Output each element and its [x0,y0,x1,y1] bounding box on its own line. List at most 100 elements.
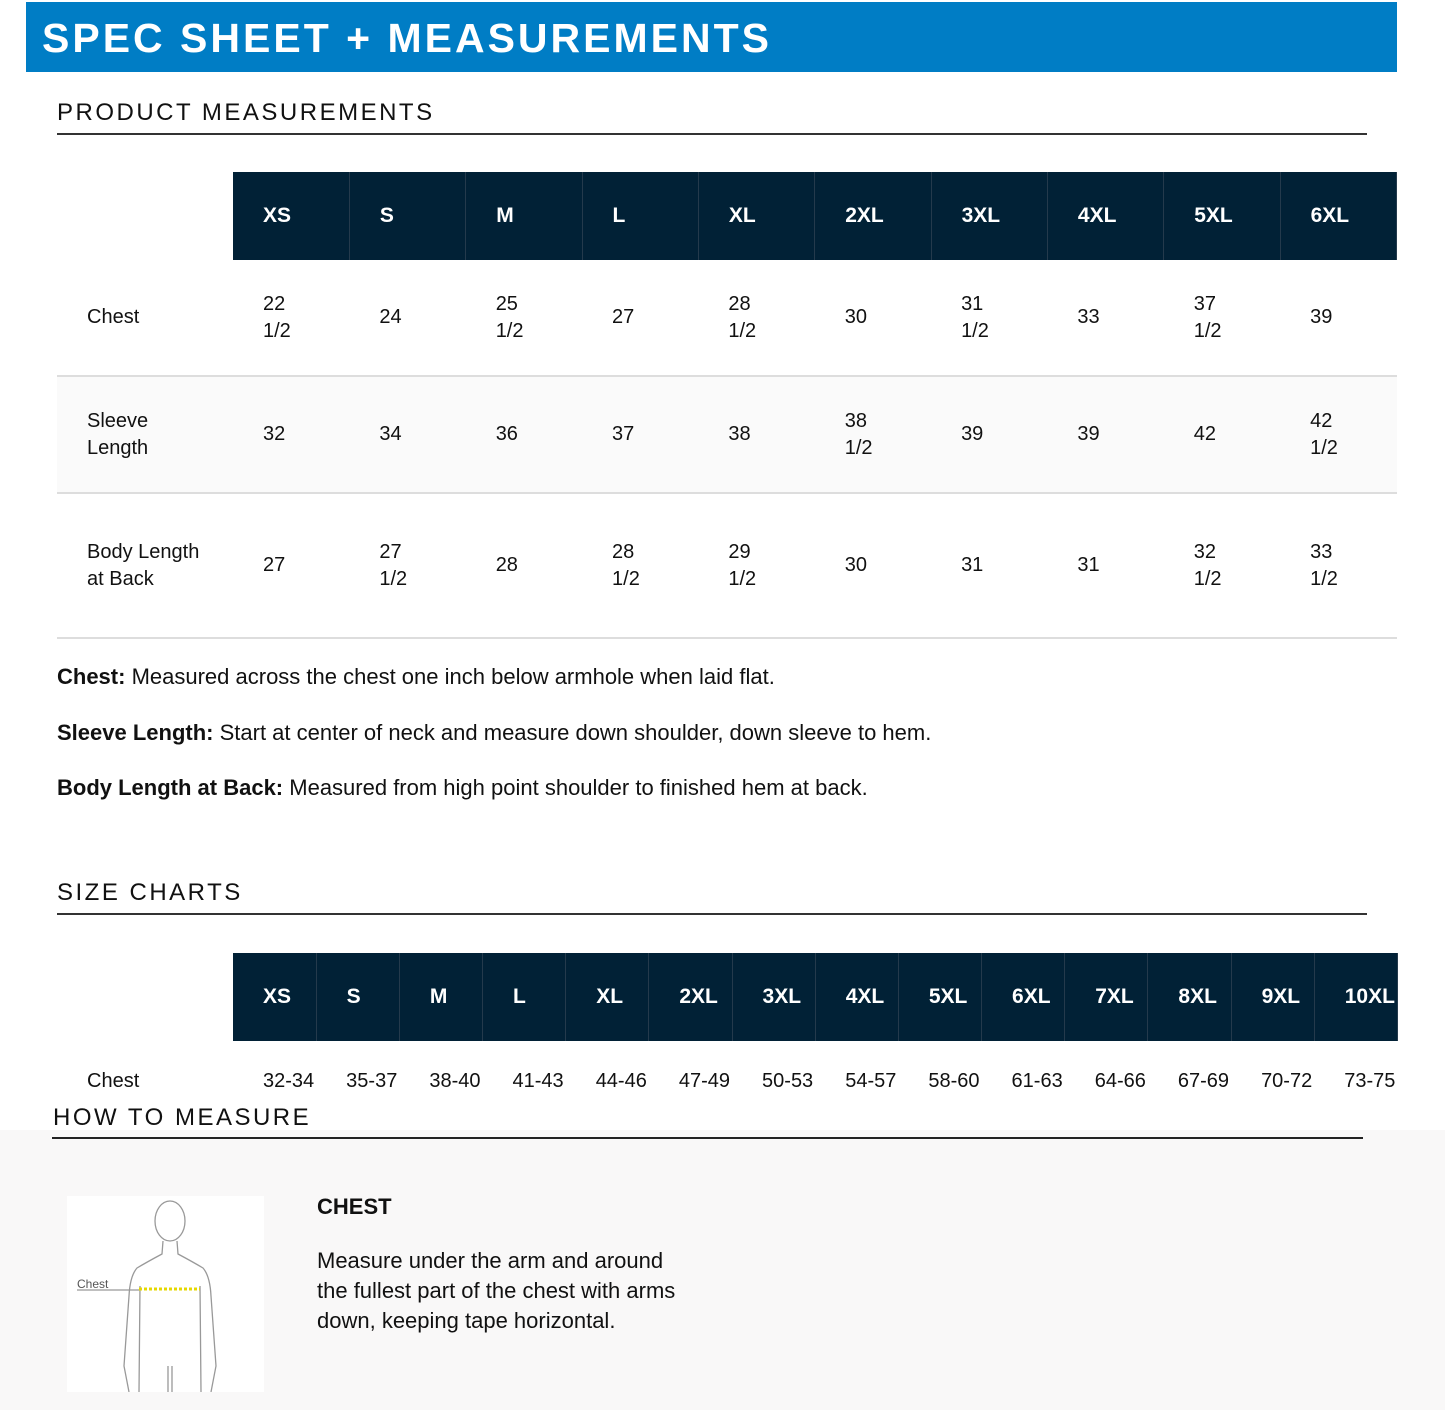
size-header: S [316,953,400,1041]
empty-corner [57,172,233,260]
size-chart-table: XS S M L XL 2XL 3XL 4XL 5XL 6XL 7XL 8XL 9XL 10XL Ches… [57,953,1399,1103]
cell-value: 44-46 [595,1069,647,1092]
note-body-length: Body Length at Back: Measured from high … [57,775,868,801]
row-label: Body Length at Back [57,493,233,639]
cell-value: 22 1/2 [233,260,350,377]
size-header: 4XL [815,953,899,1041]
cell-value: 32 1/2 [1163,493,1281,639]
size-header: XS [233,172,350,260]
cell-value: 70-72 [1261,1069,1313,1092]
size-header: XL [565,953,650,1041]
cell-value: 50-53 [762,1069,814,1092]
note-text: Start at center of neck and measure down… [213,720,932,745]
size-header: 6XL [981,953,1066,1041]
note-term: Sleeve Length: [57,720,214,745]
divider [52,1137,1363,1139]
cell-value: 34 [349,376,466,494]
size-header: 2XL [648,953,733,1041]
size-header: 6XL [1280,172,1398,260]
size-charts-heading: SIZE CHARTS [57,879,243,906]
cell-value: 42 [1163,376,1281,494]
cell-value: 38 [698,376,815,494]
size-header: L [482,953,567,1041]
cell-value: 54-57 [845,1069,897,1092]
cell-value: 28 1/2 [698,260,815,377]
cell-value: 64-66 [1094,1069,1146,1092]
empty-corner [57,953,233,1041]
cell-value: 31 1/2 [931,260,1048,377]
cell-value: 33 [1047,260,1164,377]
table-row: Sleeve Length 32 34 36 37 38 38 1/2 39 39 42 42 1/… [57,376,1397,494]
size-chart-wrapper: XS S M L XL 2XL 3XL 4XL 5XL 6XL 7XL 8XL 9XL 10XL Ches… [0,953,1445,1103]
cell-value: 27 [582,260,699,377]
cell-value: 39 [1047,376,1164,494]
size-header: 8XL [1147,953,1232,1041]
cell-value: 36 [465,376,583,494]
row-label: Chest [57,260,233,377]
cell-value: 41-43 [512,1069,564,1092]
table-row: Body Length at Back 27 27 1/2 28 28 1/2 29 1/… [57,493,1397,639]
cell-value: 73-75 [1344,1069,1396,1092]
page-title-banner: SPEC SHEET + MEASUREMENTS [26,2,1397,72]
size-header: M [399,953,484,1041]
chest-measure-figure: Chest [67,1196,264,1393]
cell-value: 35-37 [346,1069,398,1092]
cell-value: 47-49 [678,1069,731,1092]
body-outline-icon: Chest [77,1200,217,1393]
cell-value: 61-63 [1011,1069,1063,1092]
cell-value: 28 1/2 [582,493,699,639]
cell-value: 37 [582,376,699,494]
divider [57,913,1367,915]
size-header: XS [233,953,317,1041]
note-term: Body Length at Back: [57,775,284,800]
cell-value: 31 [931,493,1048,639]
cell-value: 42 1/2 [1280,376,1397,494]
chest-title: CHEST [317,1194,392,1219]
size-header: L [582,172,699,260]
cell-value: 28 [465,493,583,639]
size-header: 4XL [1047,172,1165,260]
cell-value: 33 1/2 [1280,493,1397,639]
cell-value: 37 1/2 [1163,260,1281,377]
size-header: S [349,172,467,260]
size-header: XL [698,172,816,260]
divider [57,133,1367,135]
table-row: Chest 32-34 35-37 38-40 41-43 44-46 47-49 50-53… [57,1041,1398,1103]
cell-value: 38 1/2 [814,376,932,494]
note-sleeve: Sleeve Length: Start at center of neck a… [57,720,931,746]
cell-value: 29 1/2 [698,493,815,639]
cell-value: 25 1/2 [465,260,583,377]
size-header: 5XL [1163,172,1281,260]
cell-value: 27 [233,493,350,639]
cell-value: 58-60 [928,1069,980,1092]
cell-value: 38-40 [429,1069,481,1092]
size-header: 9XL [1231,953,1315,1041]
size-header: 7XL [1064,953,1149,1041]
cell-value: 30 [814,493,932,639]
note-text: Measured from high point shoulder to fin… [283,775,868,800]
note-text: Measured across the chest one inch below… [125,664,775,689]
size-header: 10XL [1314,953,1399,1041]
how-to-measure-heading: HOW TO MEASURE [53,1104,312,1131]
cell-value: 30 [814,260,932,377]
note-chest: Chest: Measured across the chest one inc… [57,664,775,690]
cell-value: 32-34 [263,1069,315,1092]
cell-value: 67-69 [1177,1069,1230,1092]
cell-value: 27 1/2 [349,493,466,639]
size-header: 2XL [814,172,932,260]
cell-value: 24 [349,260,466,377]
size-header: M [465,172,583,260]
size-header: 3XL [732,953,816,1041]
product-measurements-heading: PRODUCT MEASUREMENTS [57,99,435,126]
cell-value: 31 [1047,493,1164,639]
chest-instructions: Measure under the arm and around the ful… [317,1248,676,1333]
cell-value: 39 [1280,260,1397,377]
cell-value: 32 [233,376,350,494]
size-header: 3XL [931,172,1048,260]
table-row: Chest 22 1/2 24 25 1/2 27 28 1/2 30 31 1/2 33 37 … [57,260,1397,377]
product-measurements-table: XS S M L XL 2XL 3XL 4XL 5XL 6XL Chest 22 1/2 24 25 1… [57,172,1398,639]
cell-value: 39 [931,376,1048,494]
note-term: Chest: [57,664,126,689]
figure-label: Chest [77,1277,109,1291]
row-label: Chest [87,1069,140,1092]
